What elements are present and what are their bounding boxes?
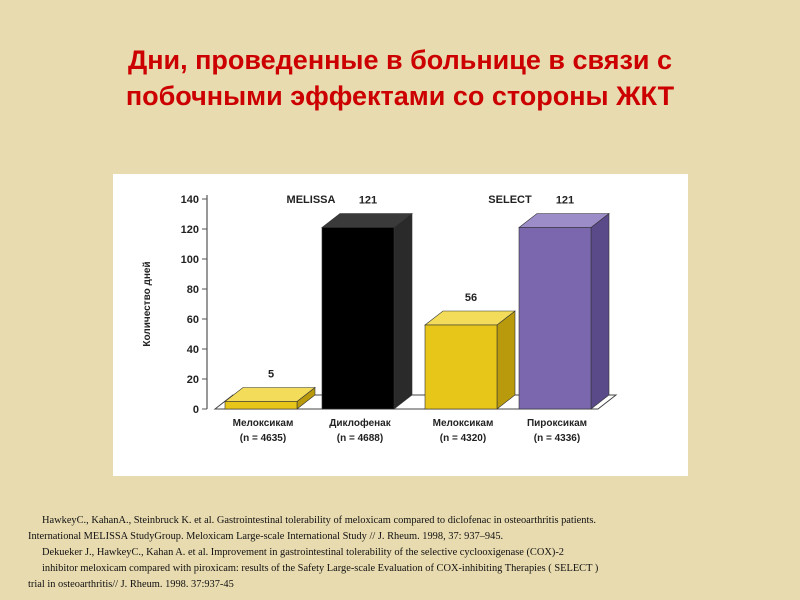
bar-chart: 0 20 40 60 80 100 120 140 Количество дней 5 Мелокс… <box>142 194 618 444</box>
y-tick-label: 60 <box>187 314 199 326</box>
x-tick-label: Мелоксикам <box>233 418 294 429</box>
reference-line: International MELISSA StudyGroup. Meloxi… <box>28 531 504 542</box>
bar-side <box>393 212 413 410</box>
x-tick-sublabel: (n = 4320) <box>440 433 486 444</box>
reference-line: Dekueker J., HawkeyC., Kahan A. et al. I… <box>42 547 564 558</box>
bar-value-label: 121 <box>556 195 574 207</box>
references: HawkeyC., KahanA., Steinbruck K. et al. … <box>28 513 788 593</box>
slide-title: Дни, проведенные в больнице в связи с по… <box>0 42 800 114</box>
group-label: SELECT <box>488 194 532 206</box>
bar <box>224 401 298 410</box>
chart-panel: 0 20 40 60 80 100 120 140 Количество дней 5 Мелокс… <box>113 174 688 476</box>
y-tick-label: 0 <box>193 404 199 416</box>
x-tick-sublabel: (n = 4336) <box>534 433 580 444</box>
y-tick-label: 120 <box>181 224 199 236</box>
group-label: MELISSA <box>287 194 336 206</box>
bar-value-label: 56 <box>465 292 477 304</box>
slide-title-line1: Дни, проведенные в больнице в связи с <box>127 45 673 75</box>
slide-title-line2: побочными эффектами со стороны ЖКТ <box>125 81 675 111</box>
bar-side <box>496 310 516 410</box>
x-tick-label: Мелоксикам <box>433 418 494 429</box>
bar <box>321 227 395 410</box>
x-tick-label: Диклофенак <box>329 417 392 429</box>
bar-side <box>590 212 610 410</box>
x-tick-sublabel: (n = 4688) <box>337 433 383 444</box>
reference-line: inhibitor meloxicam compared with piroxi… <box>42 563 599 574</box>
y-tick-label: 100 <box>181 254 199 266</box>
y-tick-label: 20 <box>187 374 199 386</box>
y-tick-label: 40 <box>187 344 199 356</box>
bar <box>424 324 498 410</box>
bar <box>518 227 592 410</box>
x-tick-label: Пироксикам <box>527 418 587 429</box>
y-tick-label: 140 <box>181 194 199 206</box>
reference-line: HawkeyC., KahanA., Steinbruck K. et al. … <box>42 515 597 526</box>
bar-value-label: 5 <box>268 369 274 381</box>
reference-line: trial in osteoarthritis// J. Rheum. 1998… <box>28 579 234 590</box>
x-tick-sublabel: (n = 4635) <box>240 433 286 444</box>
y-axis-label: Количество дней <box>142 261 153 346</box>
y-tick-label: 80 <box>187 284 199 296</box>
bar-value-label: 121 <box>359 195 377 207</box>
